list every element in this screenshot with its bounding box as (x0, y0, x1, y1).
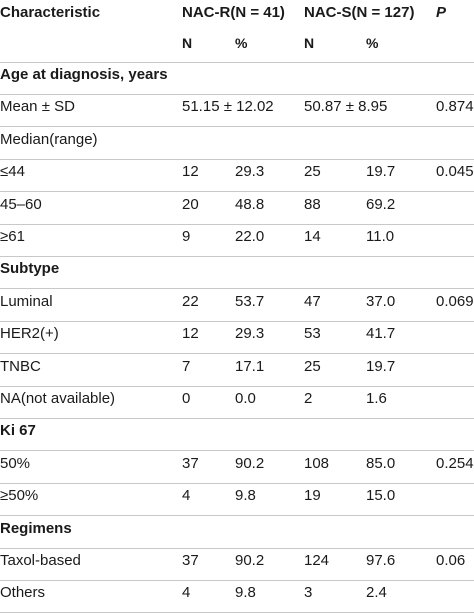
nac-s-n: 19 (304, 487, 321, 505)
table-row: Taxol-based 37 90.2 124 97.6 0.06 (0, 548, 474, 581)
table-row: HER2(+) 12 29.3 53 41.7 (0, 321, 474, 355)
nac-r-n: 0 (182, 390, 191, 407)
row-label: Regimens (0, 519, 72, 537)
table-row: Others 4 9.8 3 2.4 (0, 580, 474, 613)
nac-r-n: 4 (182, 487, 191, 505)
section-row: Ki 67 (0, 418, 474, 452)
nac-s-n: 53 (304, 325, 321, 343)
subheader-pct-nac-r: % (235, 35, 248, 51)
header-nac-s: NAC-S(N = 127) (304, 4, 415, 21)
nac-r-pct: 17.1 (235, 357, 265, 375)
nac-r-n: 12 (182, 325, 199, 343)
nac-r-pct: 22.0 (235, 228, 265, 245)
p-value: 0.874 (436, 98, 474, 116)
nac-s-n: 124 (304, 552, 330, 569)
nac-s-n: 25 (304, 357, 321, 375)
table-row: 45–60 20 48.8 88 69.2 (0, 192, 474, 225)
subheader-pct-nac-s: % (366, 35, 379, 51)
header-characteristic: Characteristic (0, 4, 101, 21)
section-row: Subtype (0, 256, 474, 290)
row-label: Taxol-based (0, 552, 81, 569)
nac-s-n: 25 (304, 163, 321, 181)
row-label: Ki 67 (0, 422, 36, 440)
nac-s-pct: 97.6 (366, 552, 396, 569)
header-p: P (436, 4, 447, 21)
row-label: Subtype (0, 260, 60, 278)
nac-s-pct: 2.4 (366, 584, 387, 602)
table-row: ≥50% 4 9.8 19 15.0 (0, 483, 474, 517)
nac-s-n: 2 (304, 390, 313, 407)
nac-s-n: 3 (304, 584, 313, 602)
table-row: Median(range) (0, 127, 474, 160)
row-label: Luminal (0, 292, 53, 310)
table-row: ≥61 9 22.0 14 11.0 (0, 224, 474, 257)
nac-s-pct: 69.2 (366, 195, 396, 213)
nac-r-pct: 48.8 (235, 195, 265, 213)
nac-r-n: 37 (182, 552, 199, 569)
row-label: Others (0, 584, 46, 602)
nac-r-n: 51.15 ± 12.02 (182, 98, 274, 116)
nac-s-pct: 11.0 (366, 228, 395, 245)
nac-r-pct: 0.0 (235, 390, 256, 407)
nac-r-n: 9 (182, 228, 191, 245)
p-value: 0.045 (436, 163, 474, 181)
p-value: 0.069 (436, 292, 474, 310)
section-row: Regimens (0, 516, 474, 549)
row-label: Median(range) (0, 130, 98, 148)
nac-r-n: 37 (182, 454, 199, 472)
table-row: Luminal 22 53.7 47 37.0 0.069 (0, 289, 474, 322)
nac-r-n: 7 (182, 357, 191, 375)
row-label: HER2(+) (0, 325, 59, 343)
nac-r-n: 4 (182, 584, 191, 602)
nac-s-n: 88 (304, 195, 321, 213)
table-row: NA(not available) 0 0.0 2 1.6 (0, 386, 474, 419)
table-header-row: Characteristic NAC-R(N = 41) NAC-S(N = 1… (0, 0, 474, 32)
row-label: ≤44 (0, 163, 25, 181)
row-label: TNBC (0, 357, 41, 375)
nac-s-pct: 19.7 (366, 163, 396, 181)
nac-s-pct: 15.0 (366, 487, 396, 505)
row-label: ≥61 (0, 228, 25, 245)
row-label: NA(not available) (0, 390, 116, 407)
nac-r-pct: 29.3 (235, 163, 265, 181)
nac-s-n: 47 (304, 292, 321, 310)
nac-r-n: 20 (182, 195, 199, 213)
nac-s-pct: 19.7 (366, 357, 396, 375)
table-row: ≤44 12 29.3 25 19.7 0.045 (0, 159, 474, 193)
p-value: 0.254 (436, 454, 474, 472)
table-row: 50% 37 90.2 108 85.0 0.254 (0, 451, 474, 484)
row-label: 50% (0, 454, 31, 472)
table-subheader-row: N % N % (0, 30, 474, 63)
nac-s-n: 108 (304, 454, 330, 472)
row-label: Mean ± SD (0, 98, 75, 116)
nac-r-n: 22 (182, 292, 199, 310)
nac-s-pct: 41.7 (366, 325, 396, 343)
subheader-n-nac-r: N (182, 35, 193, 51)
nac-r-pct: 90.2 (235, 552, 265, 569)
nac-r-pct: 9.8 (235, 584, 256, 602)
nac-r-pct: 9.8 (235, 487, 256, 505)
table-row: TNBC 7 17.1 25 19.7 (0, 354, 474, 387)
p-value: 0.06 (436, 552, 466, 569)
nac-r-pct: 29.3 (235, 325, 265, 343)
subheader-n-nac-s: N (304, 35, 315, 51)
row-label: 45–60 (0, 195, 42, 213)
row-label: Age at diagnosis, years (0, 66, 168, 83)
nac-s-pct: 37.0 (366, 292, 396, 310)
nac-r-pct: 53.7 (235, 292, 265, 310)
nac-s-pct: 85.0 (366, 454, 396, 472)
section-row: Age at diagnosis, years (0, 62, 474, 95)
row-label: ≥50% (0, 487, 39, 505)
nac-s-pct: 1.6 (366, 390, 387, 407)
nac-r-n: 12 (182, 163, 199, 181)
nac-s-n: 50.87 ± 8.95 (304, 98, 388, 116)
nac-s-n: 14 (304, 228, 321, 245)
header-nac-r: NAC-R(N = 41) (182, 4, 285, 21)
table-row: Mean ± SD 51.15 ± 12.02 50.87 ± 8.95 0.874 (0, 94, 474, 128)
nac-r-pct: 90.2 (235, 454, 265, 472)
